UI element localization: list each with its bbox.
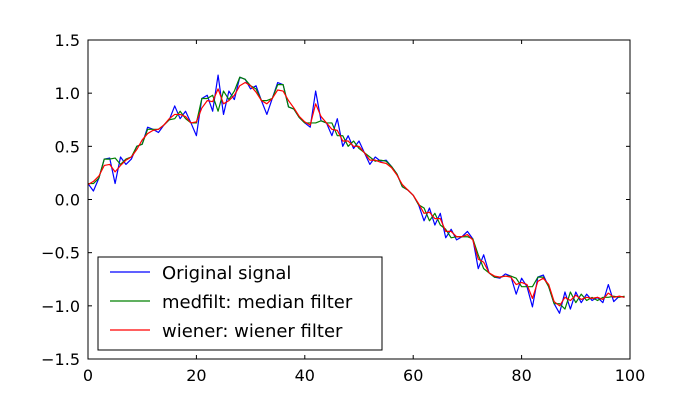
ticks-layer: 0 20 40 60 80 100 1.5 1.0 0.5 0.0 −0.5 −1.0 −1.5 (41, 31, 645, 385)
series-layer (87, 74, 625, 314)
x-tick-label: 40 (295, 366, 315, 385)
y-tick-label: 0.5 (55, 137, 80, 156)
x-tick-label: 100 (615, 366, 646, 385)
legend-label-medfilt-median-filter: medfilt: median filter (162, 292, 353, 313)
legend-label-original-signal: Original signal (162, 263, 291, 284)
legend: Original signal medfilt: median filter wie… (97, 256, 383, 351)
y-tick-label: −0.5 (41, 244, 80, 263)
x-tick-label: 60 (403, 366, 423, 385)
series-line-wiener-wiener-filter (87, 81, 625, 307)
y-tick-label: 1.0 (55, 84, 80, 103)
x-tick-label: 0 (83, 366, 93, 385)
y-tick-label: 1.5 (55, 31, 80, 50)
y-tick-label: −1.5 (41, 350, 80, 369)
y-tick-label: 0.0 (55, 191, 80, 210)
y-tick-label: −1.0 (41, 297, 80, 316)
x-tick-label: 80 (511, 366, 531, 385)
legend-items: Original signal medfilt: median filter wie… (110, 263, 353, 342)
legend-label-wiener-wiener-filter: wiener: wiener filter (162, 321, 343, 342)
x-tick-label: 20 (186, 366, 206, 385)
